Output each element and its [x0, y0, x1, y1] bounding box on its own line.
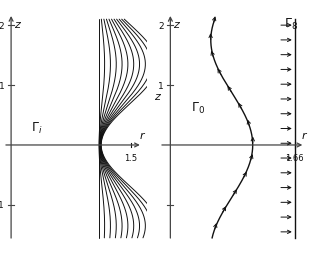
- Text: $\Gamma_i$: $\Gamma_i$: [31, 121, 42, 136]
- Text: $1$: $1$: [158, 80, 164, 91]
- Text: $1$: $1$: [0, 80, 5, 91]
- Text: 1.5: 1.5: [124, 154, 137, 163]
- Text: $\Gamma_8$: $\Gamma_8$: [284, 17, 298, 32]
- Text: $z$: $z$: [14, 20, 22, 30]
- Text: $2$: $2$: [158, 20, 164, 31]
- Text: $r$: $r$: [301, 130, 308, 141]
- Text: $-1$: $-1$: [0, 199, 5, 210]
- Text: $r$: $r$: [139, 130, 146, 141]
- Text: 1.66: 1.66: [285, 154, 304, 163]
- Text: $\Gamma_0$: $\Gamma_0$: [191, 101, 205, 116]
- Text: $2$: $2$: [0, 20, 5, 31]
- Text: $z$: $z$: [173, 20, 181, 30]
- Text: $z$: $z$: [154, 92, 162, 102]
